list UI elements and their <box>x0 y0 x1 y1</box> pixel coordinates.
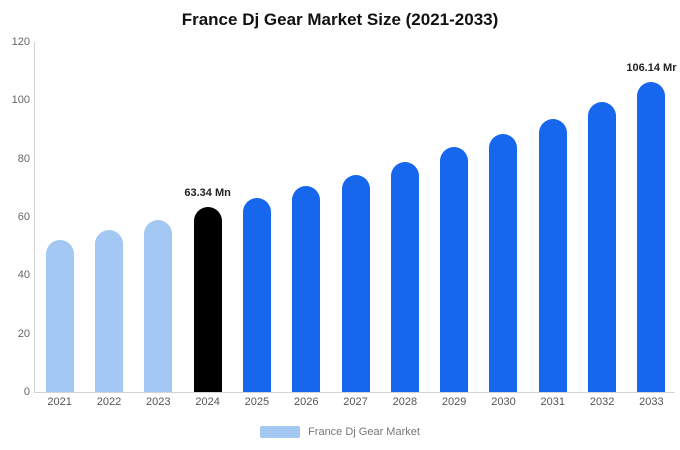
bar-slot <box>84 42 133 392</box>
bar-2023 <box>144 219 173 392</box>
bar-slot <box>479 42 528 392</box>
bar-2029 <box>440 147 469 392</box>
x-tick-label: 2029 <box>441 396 467 408</box>
bar-2026 <box>292 186 321 392</box>
x-tick-label: 2026 <box>293 396 319 408</box>
bar-slot <box>282 42 331 392</box>
y-tick-label: 20 <box>17 327 30 340</box>
legend-swatch <box>260 426 301 438</box>
bar-2025 <box>242 198 271 392</box>
bar-2030 <box>489 133 518 392</box>
bar-slot: 106.14 Mr <box>626 42 677 392</box>
bar-slot <box>577 42 626 392</box>
y-tick-label: 0 <box>23 386 30 398</box>
x-tick-label: 2030 <box>491 396 516 408</box>
bars: 63.34 Mn 106.14 Mr <box>35 42 676 392</box>
plot-area: 0 20 40 60 80 100 120 63.34 Mn 106.14 Mr <box>0 36 680 398</box>
bar-slot <box>430 42 479 392</box>
x-tick-label: 2025 <box>244 396 270 408</box>
x-tick-label: 2024 <box>195 396 220 408</box>
legend: France Dj Gear Market <box>0 426 680 438</box>
bar-slot <box>134 42 183 392</box>
bar-slot: 63.34 Mn <box>183 42 232 392</box>
legend-item[interactable]: France Dj Gear Market <box>260 426 420 438</box>
bar-slot <box>35 42 84 392</box>
x-tick-label: 2032 <box>589 396 615 408</box>
bar-2028 <box>390 161 419 392</box>
bar-value-label: 106.14 Mr <box>626 62 677 75</box>
x-tick-label: 2028 <box>392 396 418 408</box>
bar-2024 <box>193 207 222 392</box>
bar-2021 <box>45 240 74 392</box>
y-axis-line <box>34 42 35 392</box>
y-axis: 0 20 40 60 80 100 120 <box>0 36 30 398</box>
y-tick-label: 80 <box>17 152 30 165</box>
bar-slot <box>380 42 429 392</box>
bar-2022 <box>94 230 123 392</box>
bar-slot <box>528 42 577 392</box>
x-tick-label: 2021 <box>47 396 72 408</box>
y-tick-label: 40 <box>17 269 30 282</box>
legend-label: France Dj Gear Market <box>308 426 420 438</box>
y-tick-label: 120 <box>11 36 30 48</box>
chart-title: France Dj Gear Market Size (2021-2033) <box>181 10 499 29</box>
x-axis-line <box>34 392 675 393</box>
y-tick-label: 100 <box>11 94 30 107</box>
x-tick-label: 2031 <box>540 396 566 408</box>
x-tick-label: 2033 <box>639 396 664 408</box>
bar-slot <box>331 42 380 392</box>
bar-2027 <box>341 174 370 392</box>
x-tick-label: 2023 <box>146 396 171 408</box>
bar-2031 <box>538 119 567 392</box>
bar-slot <box>232 42 281 392</box>
bar-value-label: 63.34 Mn <box>184 187 231 200</box>
x-tick-label: 2022 <box>96 396 122 408</box>
x-labels: 2021 2022 2023 2024 2025 2026 2027 2028 2029 2030… <box>35 396 676 408</box>
y-tick-label: 60 <box>17 211 30 223</box>
bar-2032 <box>588 101 617 392</box>
bar-2033 <box>637 82 666 392</box>
x-tick-label: 2027 <box>343 396 368 408</box>
